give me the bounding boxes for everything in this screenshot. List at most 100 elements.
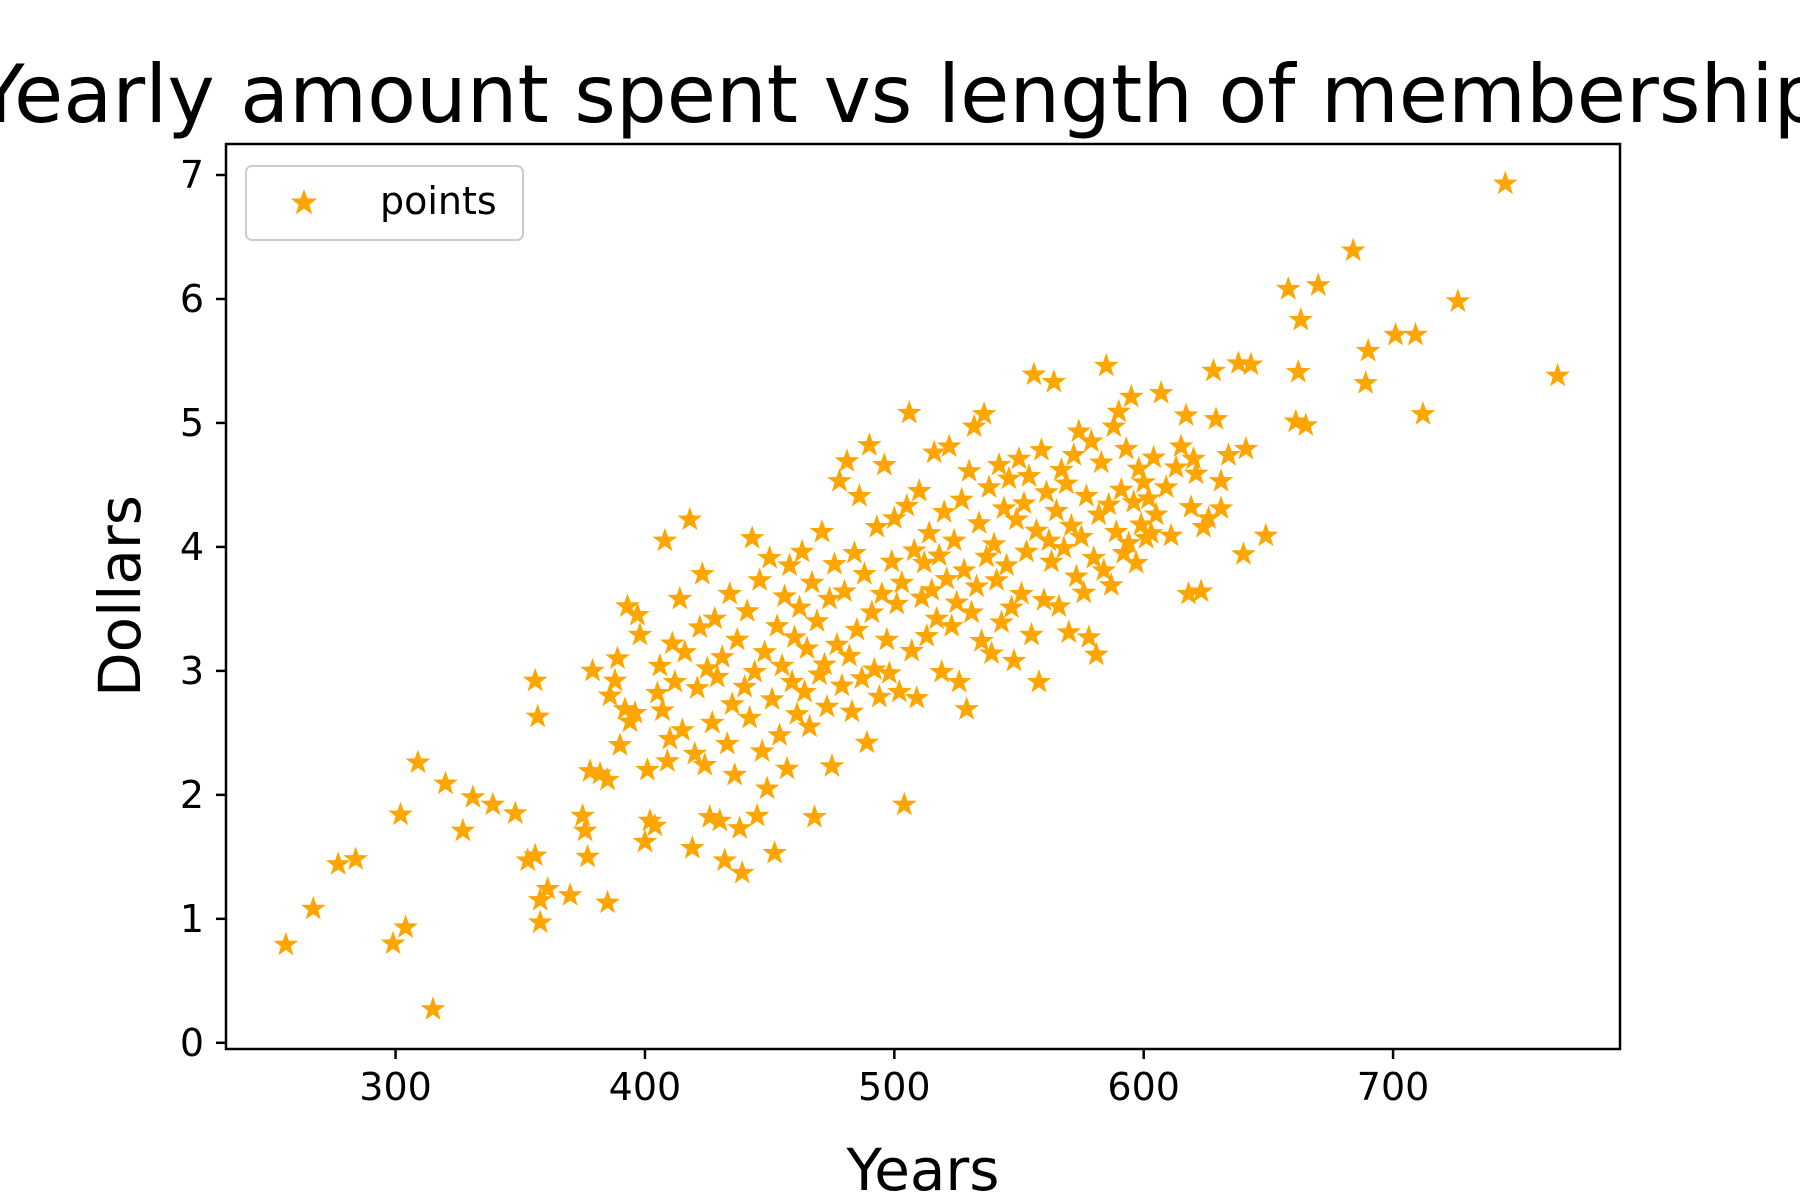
scatter-point: [660, 630, 685, 655]
scatter-point: [1111, 540, 1137, 564]
scatter-point: [884, 590, 910, 615]
scatter-point: [1158, 522, 1184, 547]
scatter-point: [1088, 449, 1114, 474]
scatter-point: [827, 468, 852, 492]
scatter-point: [1353, 370, 1378, 394]
scatter-point: [794, 635, 820, 660]
scatter-point: [854, 729, 880, 754]
scatter-point: [994, 552, 1019, 577]
scatter-point: [852, 561, 877, 585]
scatter-point: [837, 643, 862, 667]
scatter-point: [1123, 550, 1149, 574]
scatter-point: [1098, 572, 1124, 596]
scatter-point: [677, 506, 703, 531]
scatter-point: [1305, 272, 1331, 296]
scatter-point: [1073, 483, 1099, 507]
x-tick-label: 500: [858, 1065, 931, 1109]
scatter-point: [672, 639, 698, 663]
scatter-point: [906, 478, 932, 502]
y-tick-label: 4: [180, 525, 204, 569]
scatter-point: [757, 545, 782, 569]
scatter-point: [989, 609, 1014, 634]
scatter-point: [964, 573, 989, 598]
scatter-point: [961, 413, 987, 438]
scatter-point: [969, 628, 994, 652]
scatter-point: [807, 661, 832, 686]
scatter-point: [1403, 321, 1428, 346]
scatter-point: [699, 709, 725, 734]
scatter-point: [727, 815, 753, 839]
scatter-point: [797, 713, 822, 738]
scatter-point: [891, 791, 917, 816]
scatter-point: [1253, 522, 1279, 547]
scatter-point: [787, 594, 812, 619]
scatter-point: [769, 652, 795, 677]
scatter-point: [737, 704, 763, 729]
scatter-point: [650, 697, 675, 722]
legend-star-icon: [290, 189, 318, 215]
legend-label-points: points: [380, 179, 497, 223]
scatter-point: [1208, 468, 1234, 492]
scatter-point: [822, 551, 847, 575]
scatter-point: [832, 578, 857, 603]
scatter-point: [607, 732, 633, 756]
scatter-point: [876, 660, 902, 684]
scatter-point: [1183, 460, 1209, 485]
scatter-point: [635, 757, 660, 781]
scatter-point: [1068, 523, 1094, 548]
scatter-point: [433, 770, 458, 795]
scatter-point: [1054, 470, 1079, 495]
scatter-point: [273, 931, 299, 956]
scatter-point: [722, 762, 748, 786]
scatter-point: [981, 531, 1007, 555]
scatter-point: [1131, 469, 1157, 493]
scatter-point: [1173, 402, 1199, 427]
scatter-point: [946, 669, 972, 693]
scatter-point: [817, 585, 842, 610]
scatter-point: [1059, 512, 1084, 537]
scatter-point: [734, 598, 760, 622]
scatter-point: [707, 807, 733, 832]
scatter-point: [1148, 380, 1174, 404]
scatter-point: [1113, 435, 1139, 460]
scatter-point: [645, 680, 670, 704]
x-axis-ticks: 300 400 500 600 700: [359, 1049, 1429, 1109]
scatter-point: [754, 775, 780, 800]
scatter-point: [871, 452, 897, 476]
scatter-point: [1355, 338, 1381, 362]
scatter-point: [779, 669, 805, 693]
scatter-point: [704, 664, 730, 688]
scatter-point: [904, 685, 930, 709]
scatter-point: [1083, 641, 1109, 666]
scatter-point: [949, 486, 975, 511]
scatter-point: [862, 656, 887, 681]
scatter-point: [864, 514, 890, 538]
scatter-point: [637, 807, 663, 832]
scatter-point: [867, 683, 892, 708]
scatter-point: [1188, 578, 1214, 603]
scatter-point: [1136, 485, 1162, 510]
scatter-point: [1293, 412, 1319, 436]
scatter-point: [966, 510, 992, 534]
legend-star-marker: [290, 189, 318, 215]
scatter-point: [941, 527, 967, 552]
scatter-point: [764, 613, 790, 637]
scatter-point: [814, 693, 840, 718]
scatter-point: [881, 505, 907, 529]
scatter-point: [1201, 357, 1226, 382]
scatter-point: [896, 400, 922, 424]
scatter-point: [343, 846, 369, 870]
scatter-point: [687, 614, 713, 639]
scatter-point: [1071, 579, 1097, 604]
scatter-point: [901, 537, 927, 562]
scatter-point: [874, 626, 900, 651]
scatter-point: [802, 804, 827, 828]
scatter-point: [612, 696, 638, 720]
x-axis-label: Years: [845, 1136, 999, 1200]
scatter-point: [829, 672, 855, 697]
scatter-point: [1078, 428, 1104, 453]
scatter-point: [1106, 398, 1132, 423]
y-axis-label: Dollars: [86, 495, 154, 697]
scatter-point: [1061, 442, 1087, 466]
